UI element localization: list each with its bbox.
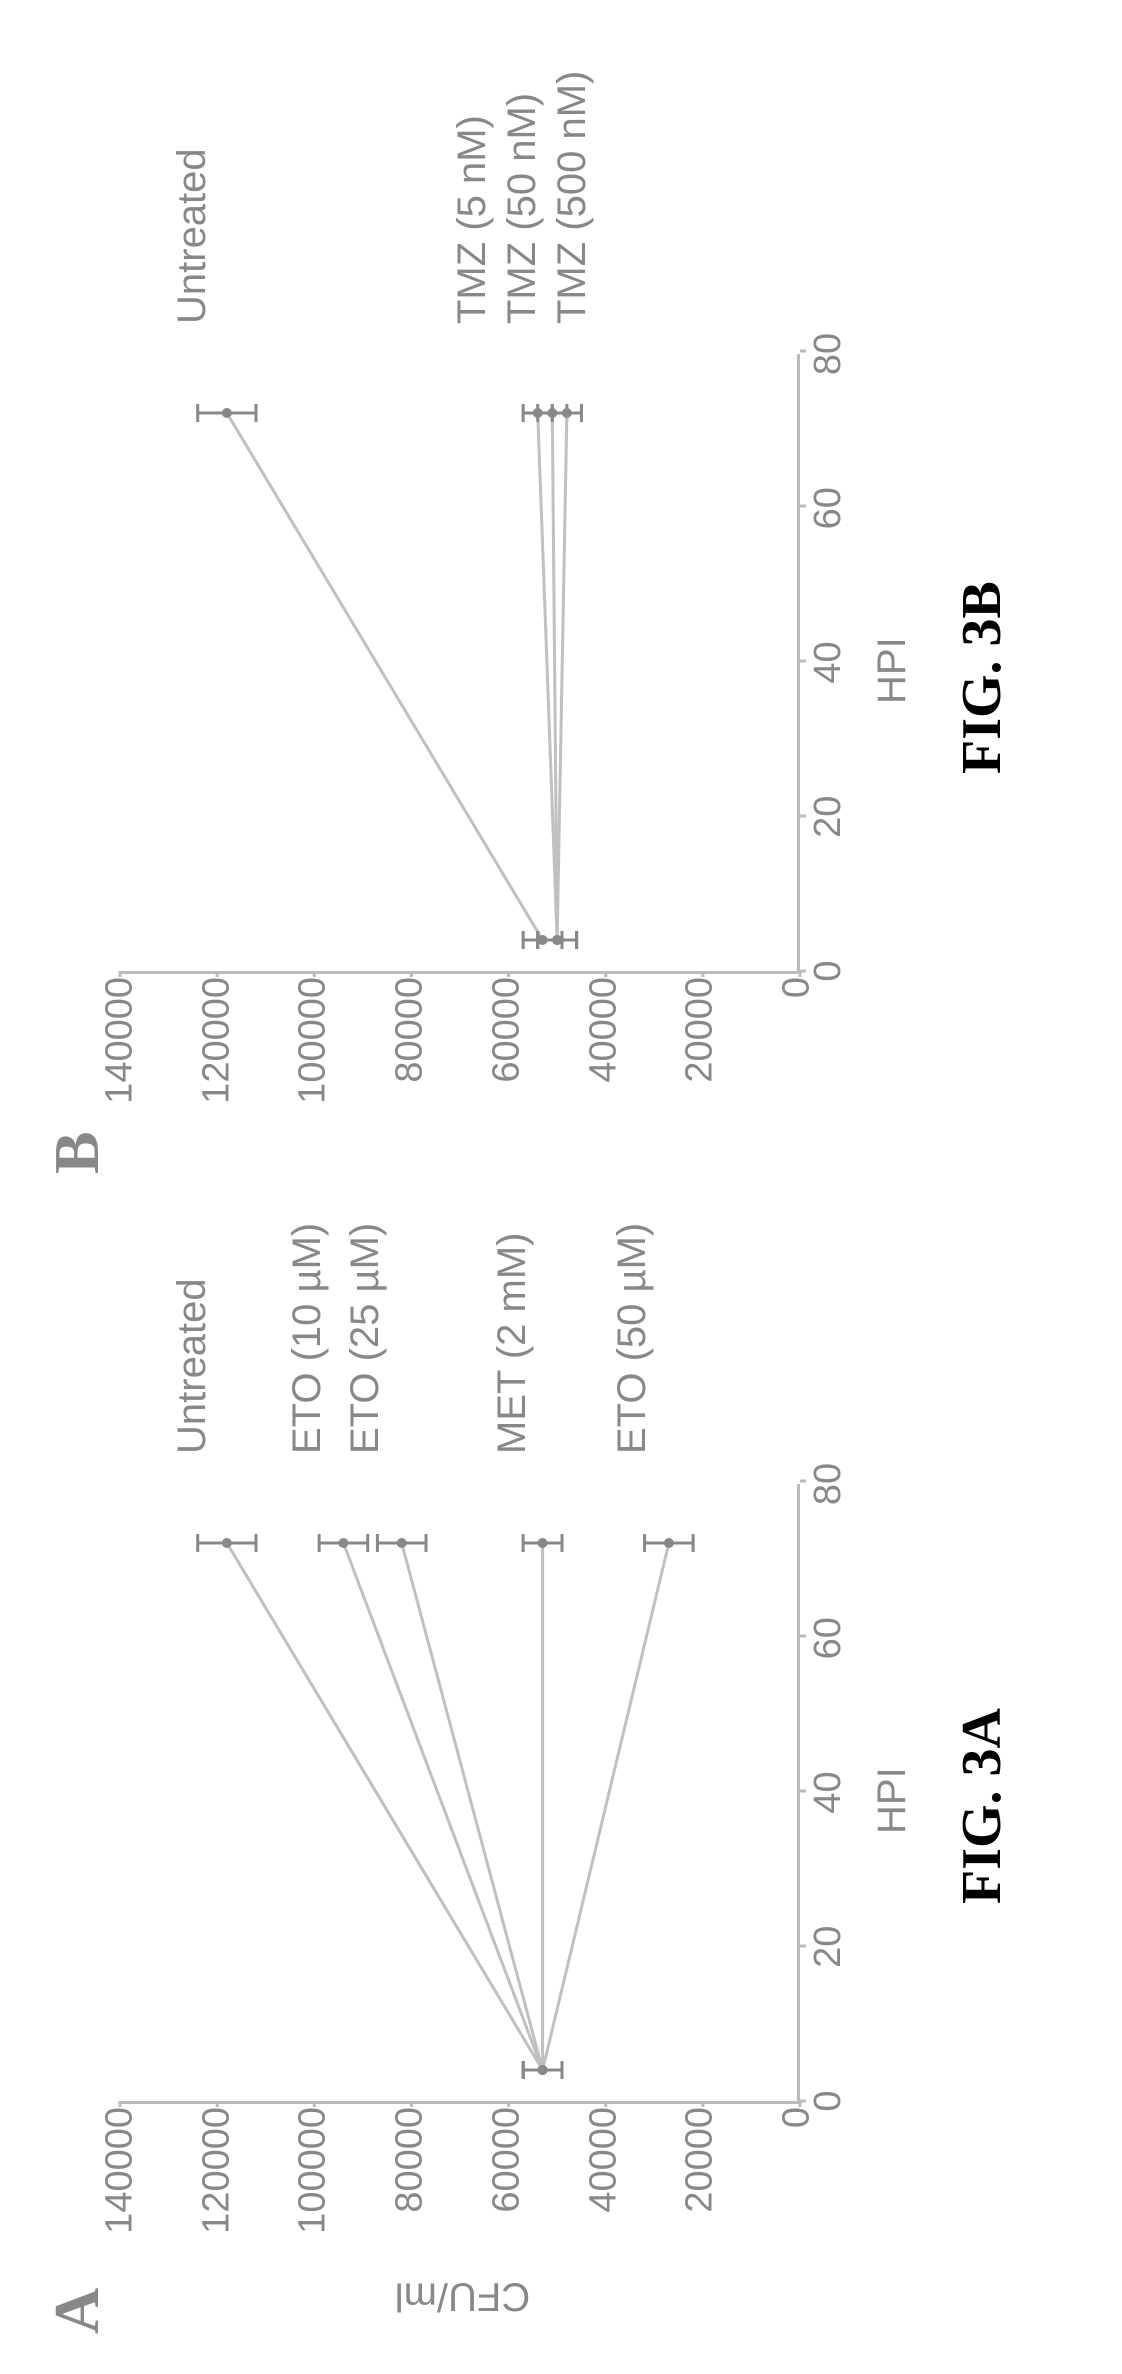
xtick-a-1: 20 xyxy=(807,1926,850,1968)
xtick-b-3: 60 xyxy=(807,487,850,529)
x-axis-title-a: HPI xyxy=(870,1767,915,1834)
xtick-a-2: 40 xyxy=(807,1771,850,1813)
panel-b: B 0 20000 40000 60000 80000 100000 12000… xyxy=(40,74,1040,1174)
xtick-a-4: 80 xyxy=(807,1463,850,1505)
chart-b: 0 20000 40000 60000 80000 100000 120000 … xyxy=(120,354,800,974)
chart-b-svg xyxy=(120,351,800,971)
series-label-a-eto50: ETO (50 µM) xyxy=(610,1223,655,1454)
series-label-b-untreated: Untreated xyxy=(170,148,215,324)
ytick-b-6: 120000 xyxy=(195,977,238,1104)
chart-a: 0 20000 40000 60000 80000 100000 120000 … xyxy=(120,1484,800,2104)
xtick-b-0: 0 xyxy=(807,960,850,981)
series-label-b-tmz50: TMZ (50 nM) xyxy=(500,93,545,324)
y-axis-title-a: CFU/ml xyxy=(395,2274,531,2319)
xtick-a-0: 0 xyxy=(807,2090,850,2111)
plot-area-a: 0 20000 40000 60000 80000 100000 120000 … xyxy=(120,1484,800,2104)
xtick-b-2: 40 xyxy=(807,641,850,683)
series-label-b-tmz500: TMZ (500 nM) xyxy=(550,71,595,324)
ytick-a-5: 100000 xyxy=(292,2107,335,2234)
rotated-page: A 0 20000 40000 60000 80000 100000 12000… xyxy=(0,0,1122,2374)
ytick-b-4: 80000 xyxy=(389,977,432,1083)
ytick-b-5: 100000 xyxy=(292,977,335,1104)
series-label-a-eto25: ETO (25 µM) xyxy=(343,1223,388,1454)
ytick-a-7: 140000 xyxy=(99,2107,142,2234)
series-label-a-met: MET (2 mM) xyxy=(490,1233,535,1454)
ytick-a-4: 80000 xyxy=(389,2107,432,2213)
x-axis-title-b: HPI xyxy=(870,637,915,704)
panel-letter-a: A xyxy=(40,2288,114,2334)
xtick-b-1: 20 xyxy=(807,796,850,838)
panel-letter-b: B xyxy=(40,1131,114,1174)
fig-caption-a: FIG. 3A xyxy=(950,1708,1014,1904)
fig-caption-b: FIG. 3B xyxy=(950,581,1014,774)
plot-area-b: 0 20000 40000 60000 80000 100000 120000 … xyxy=(120,354,800,974)
ytick-a-6: 120000 xyxy=(195,2107,238,2234)
series-label-b-tmz5: TMZ (5 nM) xyxy=(450,115,495,324)
ytick-b-1: 20000 xyxy=(679,977,722,1083)
series-label-a-eto10: ETO (10 µM) xyxy=(285,1223,330,1454)
xtick-a-3: 60 xyxy=(807,1617,850,1659)
ytick-b-7: 140000 xyxy=(99,977,142,1104)
ytick-a-3: 60000 xyxy=(485,2107,528,2213)
xtick-b-4: 80 xyxy=(807,333,850,375)
series-label-a-untreated: Untreated xyxy=(170,1278,215,1454)
panel-a: A 0 20000 40000 60000 80000 100000 12000… xyxy=(40,1234,1040,2334)
chart-a-svg xyxy=(120,1481,800,2101)
ytick-b-2: 40000 xyxy=(582,977,625,1083)
ytick-a-1: 20000 xyxy=(679,2107,722,2213)
ytick-a-2: 40000 xyxy=(582,2107,625,2213)
ytick-b-3: 60000 xyxy=(485,977,528,1083)
